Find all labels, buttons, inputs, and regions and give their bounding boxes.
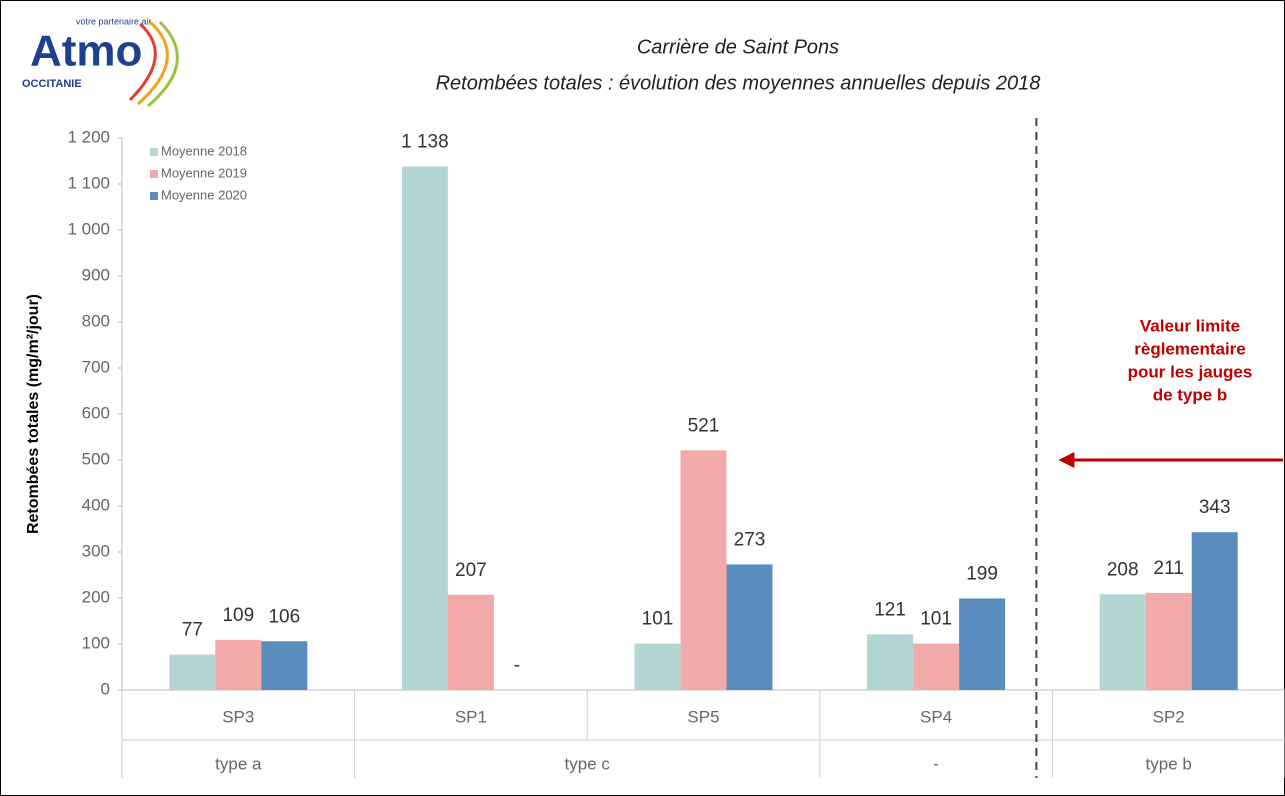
y-tick-label: 900 xyxy=(82,265,110,284)
group-label: - xyxy=(933,754,939,773)
logo-region: OCCITANIE xyxy=(22,78,82,90)
group-label: type b xyxy=(1146,754,1192,773)
logo-arc xyxy=(137,20,169,106)
annotation-text: de type b xyxy=(1153,385,1228,404)
y-tick-label: 1 100 xyxy=(67,173,110,192)
bar xyxy=(913,643,960,690)
x-tick-label: SP3 xyxy=(222,707,254,726)
data-label: 1 138 xyxy=(401,132,449,153)
y-axis-label: Retombées totales (mg/m²/jour) xyxy=(25,294,42,534)
y-tick-label: 300 xyxy=(82,541,110,560)
y-tick-label: 0 xyxy=(101,679,110,698)
logo-arc xyxy=(128,22,157,102)
bar xyxy=(726,564,773,690)
bar xyxy=(680,450,727,690)
data-label: 343 xyxy=(1199,497,1231,518)
data-label: 273 xyxy=(734,529,766,550)
chart-title: Carrière de Saint Pons xyxy=(637,36,839,58)
annotation-text: Valeur limite xyxy=(1140,316,1240,335)
data-label: 521 xyxy=(688,415,720,436)
data-label: 109 xyxy=(222,605,254,626)
data-label: 106 xyxy=(268,606,300,627)
y-tick-label: 200 xyxy=(82,587,110,606)
y-tick-label: 600 xyxy=(82,403,110,422)
group-label: type a xyxy=(215,754,262,773)
data-label: - xyxy=(514,655,520,676)
bar xyxy=(447,594,494,690)
data-label: 211 xyxy=(1154,558,1184,579)
logo-name: Atmo xyxy=(30,27,142,76)
bar xyxy=(1145,592,1192,690)
annotation-text: règlementaire xyxy=(1134,339,1246,358)
bar xyxy=(169,654,216,690)
legend-swatch xyxy=(150,192,158,200)
bar xyxy=(634,643,681,690)
group-label: type c xyxy=(565,754,611,773)
y-tick-label: 800 xyxy=(82,311,110,330)
bar xyxy=(1099,594,1146,690)
y-tick-label: 700 xyxy=(82,357,110,376)
legend-label: Moyenne 2018 xyxy=(161,143,247,158)
data-label: 121 xyxy=(874,599,906,620)
legend-swatch xyxy=(150,148,158,156)
legend-label: Moyenne 2019 xyxy=(161,165,247,180)
y-tick-label: 500 xyxy=(82,449,110,468)
logo-arc xyxy=(147,20,179,108)
bar xyxy=(959,598,1006,690)
x-tick-label: SP5 xyxy=(687,707,719,726)
bar xyxy=(215,639,262,690)
bar xyxy=(1191,532,1238,690)
bar xyxy=(401,166,448,690)
data-label: 207 xyxy=(455,560,487,581)
annotation-text: pour les jauges xyxy=(1128,362,1253,381)
x-tick-label: SP2 xyxy=(1153,707,1185,726)
data-label: 101 xyxy=(920,609,952,630)
y-tick-label: 1 000 xyxy=(67,219,110,238)
x-tick-label: SP1 xyxy=(455,707,487,726)
arrow-head xyxy=(1058,452,1075,468)
legend-swatch xyxy=(150,170,158,178)
data-label: 77 xyxy=(182,620,203,641)
y-tick-label: 1 200 xyxy=(67,127,110,146)
bar xyxy=(867,634,914,690)
y-tick-label: 400 xyxy=(82,495,110,514)
logo-tagline: votre partenaire air xyxy=(76,16,152,26)
data-label: 199 xyxy=(966,563,998,584)
y-tick-label: 100 xyxy=(82,633,110,652)
data-label: 101 xyxy=(642,609,674,630)
bar xyxy=(261,641,308,690)
data-label: 208 xyxy=(1107,559,1139,580)
legend-label: Moyenne 2020 xyxy=(161,187,247,202)
chart-subtitle: Retombées totales : évolution des moyenn… xyxy=(436,72,1041,94)
x-tick-label: SP4 xyxy=(920,707,952,726)
